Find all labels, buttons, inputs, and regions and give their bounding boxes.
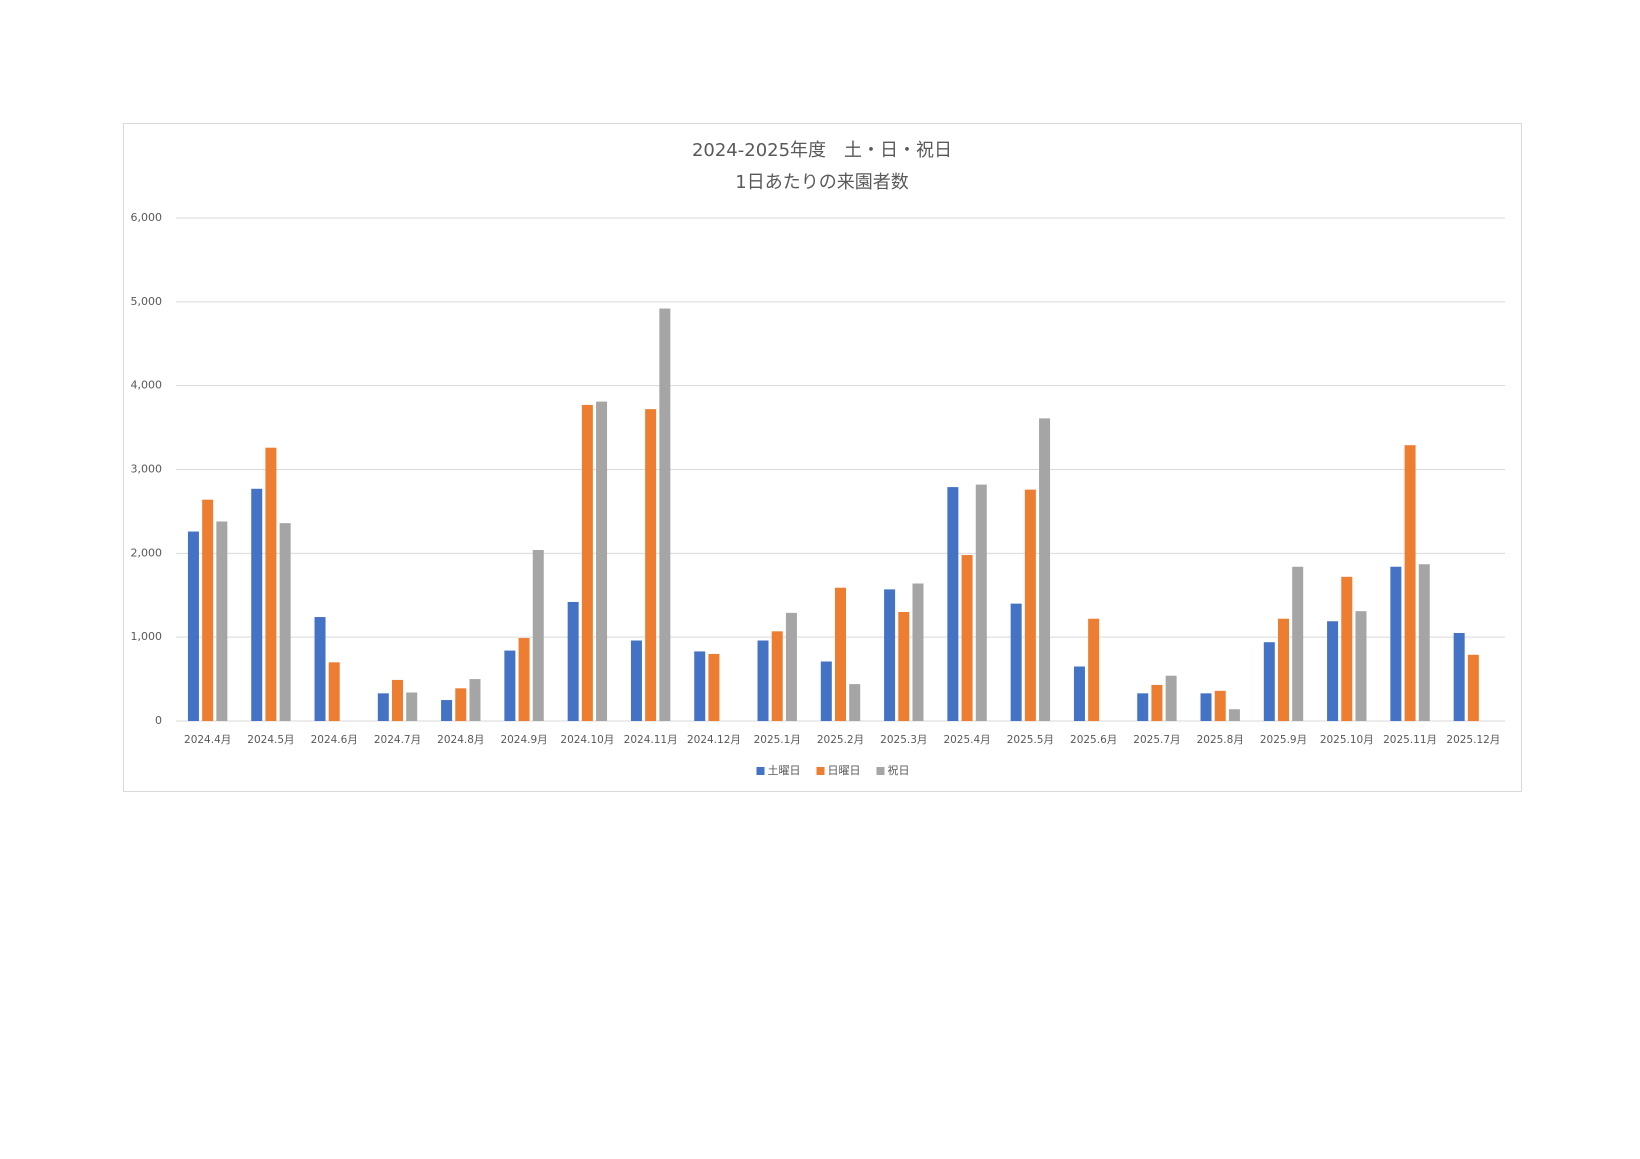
bar xyxy=(757,640,769,721)
y-tick-label: 1,000 xyxy=(131,630,163,643)
bar xyxy=(1292,566,1304,721)
bar xyxy=(328,662,340,721)
x-tick-label: 2025.3月 xyxy=(880,734,927,746)
bar xyxy=(392,679,403,721)
bar xyxy=(1151,684,1163,721)
chart-title: 2024-2025年度 土・日・祝日 xyxy=(692,140,952,161)
bar xyxy=(187,531,199,721)
bar xyxy=(1390,566,1402,721)
bar xyxy=(1467,654,1479,721)
x-tick-label: 2024.6月 xyxy=(311,734,358,746)
bar xyxy=(279,523,291,721)
legend-label: 日曜日 xyxy=(828,764,861,777)
bar xyxy=(884,589,896,721)
bar xyxy=(1200,693,1212,721)
bar xyxy=(265,447,277,721)
bar xyxy=(202,499,214,721)
bar xyxy=(659,308,671,721)
bar xyxy=(771,631,783,721)
bar xyxy=(785,612,797,721)
x-tick-label: 2025.10月 xyxy=(1320,734,1374,746)
bar xyxy=(849,684,861,721)
bar xyxy=(1278,618,1289,721)
x-tick-label: 2024.11月 xyxy=(624,734,678,746)
x-tick-label: 2025.1月 xyxy=(754,734,801,746)
bar xyxy=(596,401,608,721)
legend-swatch xyxy=(816,767,825,775)
bar xyxy=(469,679,481,721)
bar xyxy=(406,692,418,721)
bar xyxy=(1214,690,1226,721)
legend-label: 祝日 xyxy=(888,763,910,777)
y-tick-label: 5,000 xyxy=(131,295,163,308)
bar xyxy=(835,587,846,721)
bar xyxy=(1165,675,1177,721)
chart-subtitle: 1日あたりの来園者数 xyxy=(735,172,908,193)
x-tick-label: 2024.10月 xyxy=(560,734,614,746)
bar xyxy=(708,653,720,721)
bar xyxy=(504,650,516,721)
bar xyxy=(1024,489,1036,721)
bar xyxy=(1039,418,1051,721)
y-tick-label: 6,000 xyxy=(131,211,163,224)
bar xyxy=(314,617,326,721)
x-tick-label: 2025.5月 xyxy=(1007,734,1054,746)
bar xyxy=(1073,666,1085,721)
x-tick-label: 2025.9月 xyxy=(1260,734,1307,746)
bar xyxy=(1418,564,1430,721)
bar xyxy=(1404,445,1416,721)
legend-swatch xyxy=(876,767,885,775)
y-tick-label: 2,000 xyxy=(131,546,163,559)
x-tick-label: 2025.8月 xyxy=(1197,734,1244,746)
x-tick-label: 2024.8月 xyxy=(437,734,484,746)
bar xyxy=(251,488,263,721)
bar xyxy=(581,404,593,721)
bar xyxy=(567,601,579,721)
bar xyxy=(694,651,706,721)
bar xyxy=(455,688,467,721)
bar xyxy=(1327,621,1339,721)
x-tick-label: 2024.5月 xyxy=(247,734,294,746)
x-tick-label: 2025.2月 xyxy=(817,734,864,746)
bar xyxy=(975,484,987,721)
x-tick-label: 2024.9月 xyxy=(500,734,547,746)
bar xyxy=(912,583,924,721)
legend-swatch xyxy=(756,767,765,775)
x-tick-label: 2025.4月 xyxy=(943,734,990,746)
bar xyxy=(1228,709,1240,721)
x-tick-label: 2024.7月 xyxy=(374,734,421,746)
bar xyxy=(1137,693,1149,721)
bar xyxy=(961,555,973,721)
x-tick-label: 2025.6月 xyxy=(1070,734,1117,746)
bar xyxy=(1453,632,1465,721)
bar xyxy=(377,693,389,721)
bar xyxy=(947,487,959,721)
bar xyxy=(630,640,642,721)
y-tick-label: 4,000 xyxy=(131,379,163,392)
bar xyxy=(441,700,453,721)
bar xyxy=(1088,618,1100,721)
y-tick-label: 3,000 xyxy=(131,463,163,476)
bar xyxy=(645,409,657,721)
bar xyxy=(518,638,530,721)
bar xyxy=(1355,611,1367,721)
bar xyxy=(1263,642,1275,721)
x-tick-label: 2024.4月 xyxy=(184,734,231,746)
x-tick-label: 2025.11月 xyxy=(1383,734,1437,746)
bar xyxy=(1010,603,1022,721)
bar xyxy=(532,549,544,721)
bar xyxy=(216,521,228,721)
y-tick-label: 0 xyxy=(155,714,162,727)
x-tick-label: 2024.12月 xyxy=(687,734,741,746)
x-tick-label: 2025.12月 xyxy=(1446,734,1500,746)
bar xyxy=(820,661,832,721)
bar xyxy=(898,612,910,721)
x-tick-label: 2025.7月 xyxy=(1133,734,1180,746)
legend-label: 土曜日 xyxy=(768,764,801,777)
bar xyxy=(1341,576,1353,721)
